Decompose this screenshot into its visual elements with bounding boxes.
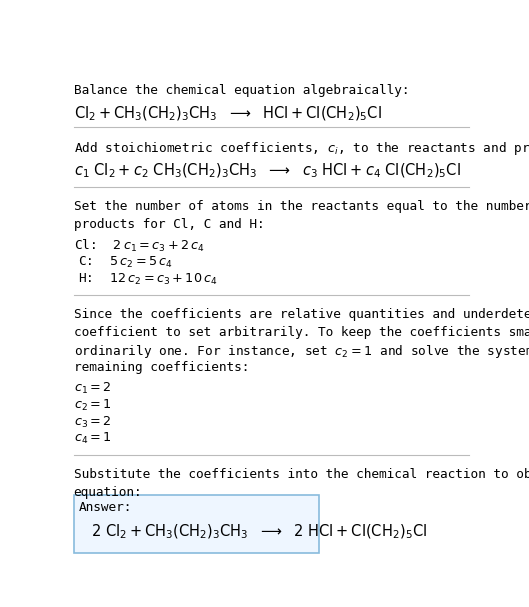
Text: Cl: $\ \ 2\,c_1 = c_3 + 2\,c_4$: Cl: $\ \ 2\,c_1 = c_3 + 2\,c_4$ [74,238,204,254]
FancyBboxPatch shape [74,495,320,554]
Text: Substitute the coefficients into the chemical reaction to obtain the balanced: Substitute the coefficients into the che… [74,468,529,481]
Text: C: $\ \ 5\,c_2 = 5\,c_4$: C: $\ \ 5\,c_2 = 5\,c_4$ [78,255,173,270]
Text: $c_1\ \mathrm{Cl_2} + c_2\ \mathrm{CH_3(CH_2)_3CH_3}\ \ \longrightarrow\ \ c_3\ : $c_1\ \mathrm{Cl_2} + c_2\ \mathrm{CH_3(… [74,161,460,180]
Text: Balance the chemical equation algebraically:: Balance the chemical equation algebraica… [74,84,409,97]
Text: remaining coefficients:: remaining coefficients: [74,361,249,375]
Text: $c_1 = 2$: $c_1 = 2$ [74,381,111,396]
Text: $c_2 = 1$: $c_2 = 1$ [74,398,111,413]
Text: ordinarily one. For instance, set $c_2 = 1$ and solve the system of equations fo: ordinarily one. For instance, set $c_2 =… [74,344,529,361]
Text: products for Cl, C and H:: products for Cl, C and H: [74,218,264,231]
Text: coefficient to set arbitrarily. To keep the coefficients small, the arbitrary va: coefficient to set arbitrarily. To keep … [74,326,529,339]
Text: $\mathrm{2\ Cl_2 + CH_3(CH_2)_3CH_3\ \ \longrightarrow\ \ 2\ HCl + Cl(CH_2)_5Cl}: $\mathrm{2\ Cl_2 + CH_3(CH_2)_3CH_3\ \ \… [91,523,427,541]
Text: $c_3 = 2$: $c_3 = 2$ [74,415,111,430]
Text: equation:: equation: [74,486,142,498]
Text: $c_4 = 1$: $c_4 = 1$ [74,432,111,446]
Text: Since the coefficients are relative quantities and underdetermined, choose a: Since the coefficients are relative quan… [74,308,529,321]
Text: $\mathrm{Cl_2 + CH_3(CH_2)_3CH_3 \ \ \longrightarrow \ \ HCl + Cl(CH_2)_5Cl}$: $\mathrm{Cl_2 + CH_3(CH_2)_3CH_3 \ \ \lo… [74,104,381,123]
Text: Add stoichiometric coefficients, $c_i$, to the reactants and products:: Add stoichiometric coefficients, $c_i$, … [74,140,529,157]
Text: H: $\ \ 12\,c_2 = c_3 + 10\,c_4$: H: $\ \ 12\,c_2 = c_3 + 10\,c_4$ [78,271,218,287]
Text: Set the number of atoms in the reactants equal to the number of atoms in the: Set the number of atoms in the reactants… [74,200,529,214]
Text: Answer:: Answer: [78,501,132,514]
